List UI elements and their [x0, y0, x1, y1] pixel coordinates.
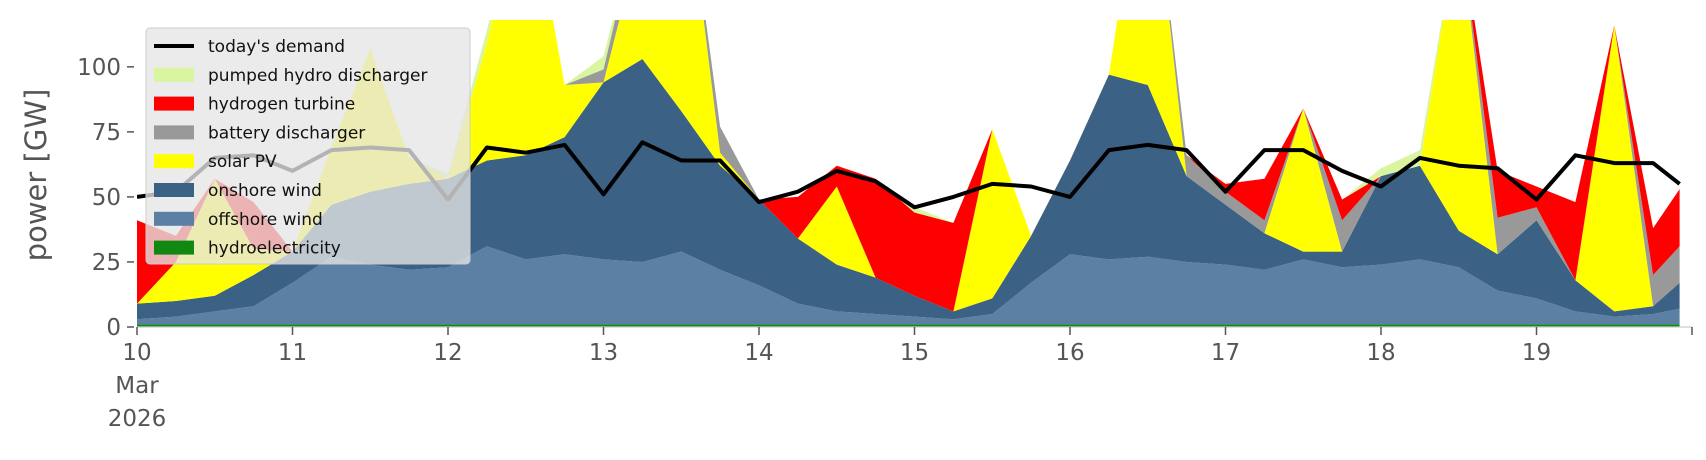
- x-tick-label: 11: [278, 340, 307, 366]
- y-tick-label: 0: [106, 315, 121, 341]
- legend-label-solar-pv: solar PV: [208, 152, 277, 172]
- legend-swatch-solar-pv: [154, 154, 194, 169]
- legend-box: [145, 27, 471, 265]
- y-tick-label: 75: [92, 120, 121, 146]
- legend-swatch-offshore-wind: [154, 211, 194, 226]
- x-axis: 10 Mar 2026 11 12 13 14 15 16 17 18 19: [108, 327, 1693, 432]
- area-hydrogen-turbine: [137, 20, 1680, 312]
- y-tick-label: 100: [77, 55, 121, 81]
- x-tick-label: 10 Mar 2026: [108, 340, 167, 432]
- y-tick-label: 50: [92, 185, 121, 211]
- legend-swatch-hydrogen-turbine: [154, 96, 194, 111]
- x-tick-label: 17: [1211, 340, 1240, 366]
- x-tick-label: 19: [1522, 340, 1551, 366]
- legend-label-today-s-demand: today's demand: [208, 37, 345, 57]
- legend-label-onshore-wind: onshore wind: [208, 181, 322, 201]
- x-tick-label: 13: [589, 340, 618, 366]
- legend-label-battery-discharger: battery discharger: [208, 123, 365, 143]
- legend: today's demand pumped hydro discharger hyd…: [145, 27, 471, 265]
- area-onshore-wind: [137, 59, 1680, 320]
- legend-swatch-pumped-hydro-discharger: [154, 67, 194, 82]
- legend-label-hydroelectricity: hydroelectricity: [208, 239, 341, 259]
- x-tick-label: 14: [744, 340, 773, 366]
- y-tick-label: 25: [92, 250, 121, 276]
- legend-swatch-battery-discharger: [154, 125, 194, 140]
- area-hydroelectricity: [137, 324, 1680, 327]
- x-tick-label: 15: [900, 340, 929, 366]
- legend-label-offshore-wind: offshore wind: [208, 210, 323, 230]
- y-axis-label: power [GW]: [19, 89, 53, 262]
- x-tick-label: 18: [1366, 340, 1395, 366]
- legend-label-pumped-hydro-discharger: pumped hydro discharger: [208, 66, 427, 86]
- x-tick-label: 16: [1055, 340, 1084, 366]
- area-offshore-wind: [137, 246, 1680, 325]
- legend-swatch-hydroelectricity: [154, 240, 194, 255]
- y-axis: 0 25 50 75 100: [77, 55, 134, 341]
- legend-swatch-onshore-wind: [154, 183, 194, 197]
- legend-label-hydrogen-turbine: hydrogen turbine: [208, 95, 355, 115]
- x-tick-label: 12: [433, 340, 462, 366]
- area-solar-pv: [137, 20, 1680, 312]
